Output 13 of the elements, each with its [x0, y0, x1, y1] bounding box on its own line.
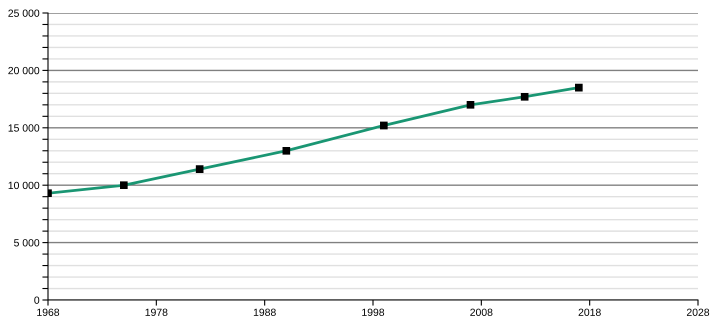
y-tick-label: 0 [34, 296, 40, 304]
x-tick-label: 2028 [686, 308, 710, 316]
x-tick-label: 1968 [37, 308, 60, 316]
y-tick-label: 5 000 [14, 239, 40, 246]
y-tick-label: 25 000 [8, 10, 40, 17]
y-tick-label: 10 000 [8, 182, 40, 190]
y-tick-label: 15 000 [8, 124, 40, 132]
x-tick-label: 1978 [146, 308, 168, 316]
x-tick-label: 2018 [578, 308, 601, 316]
x-tick-label: 2008 [470, 308, 492, 316]
x-tick-label: 1988 [254, 308, 276, 316]
y-tick-label: 20 000 [8, 66, 40, 74]
x-tick-label: 1998 [362, 308, 384, 316]
